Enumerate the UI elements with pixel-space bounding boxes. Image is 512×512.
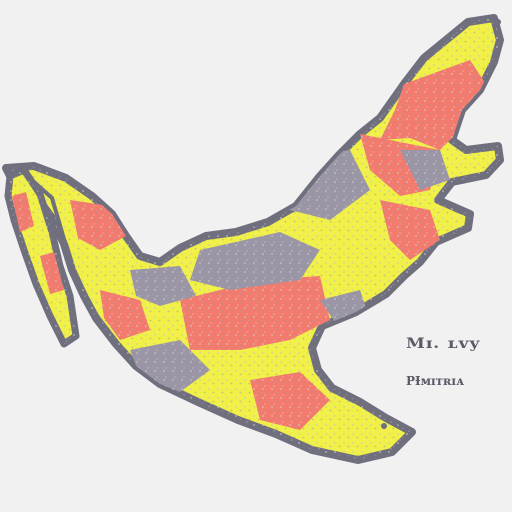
legend-title: Mɪ. ʟvy [406, 336, 481, 352]
island-1 [495, 19, 501, 25]
map-legend: Mɪ. ʟvy PƗᴍɪᴛʀɪᴀ [404, 334, 500, 394]
legend-subtitle: PƗᴍɪᴛʀɪᴀ [406, 374, 464, 388]
island-2 [381, 423, 387, 429]
gulf-of-california [32, 180, 82, 292]
baja-speckle [8, 170, 76, 344]
